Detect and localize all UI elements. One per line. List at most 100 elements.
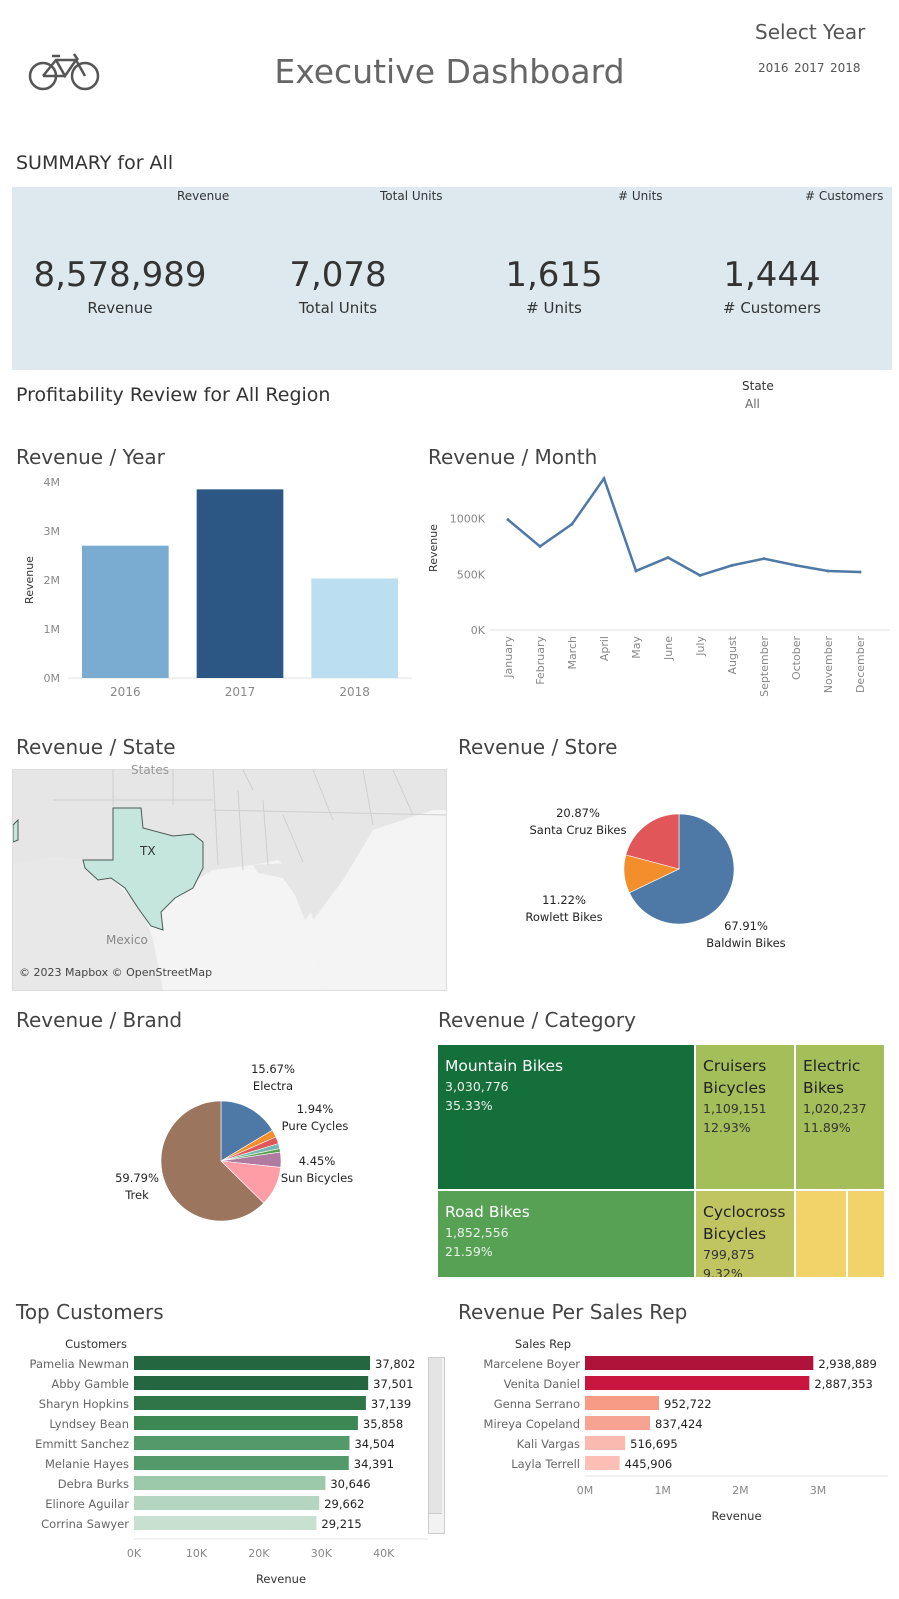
store-slice-0	[628, 813, 735, 925]
customer-label-0: Pamelia Newman	[30, 1357, 129, 1371]
summary-header-total-units: Total Units	[380, 189, 443, 203]
brand-label-sun-name: Sun Bicycles	[281, 1171, 353, 1185]
month-x-tick-7: August	[726, 635, 739, 674]
year-bar-2016	[82, 545, 169, 678]
brand-label-sun-pct: 4.45%	[299, 1154, 336, 1168]
customer-label-7: Elinore Aguilar	[45, 1497, 129, 1511]
customer-bar-0	[134, 1356, 371, 1370]
customers-scrollbar[interactable]	[428, 1357, 445, 1534]
salesrep-value-4: 516,695	[630, 1437, 678, 1451]
summary-header-revenue: Revenue	[177, 189, 230, 203]
customer-bar-4	[134, 1436, 350, 1450]
customer-value-4: 34,504	[354, 1437, 394, 1451]
month-x-tick-6: July	[694, 636, 707, 657]
salesrep-bar-3	[585, 1416, 651, 1430]
month-point-June	[666, 556, 670, 560]
customer-value-6: 30,646	[330, 1477, 370, 1491]
customer-x-tick-0: 0K	[127, 1547, 142, 1560]
customer-bar-6	[134, 1476, 326, 1490]
category-value-4: 799,875	[703, 1247, 755, 1262]
state-filter-label: State	[742, 379, 774, 393]
revenue-store-title: Revenue / Store	[458, 735, 618, 759]
salesrep-axis-header: Sales Rep	[515, 1337, 571, 1351]
customer-label-6: Debra Burks	[58, 1477, 129, 1491]
year-option-2016[interactable]: 2016	[758, 61, 789, 75]
state-map[interactable]	[12, 769, 447, 991]
category-value-2: 1,109,151	[703, 1101, 767, 1116]
customer-x-tick-1: 10K	[186, 1547, 208, 1560]
kpi-revenue-value: 8,578,989	[33, 255, 207, 295]
customer-value-3: 35,858	[363, 1417, 403, 1431]
month-point-August	[730, 563, 734, 567]
customer-x-tick-4: 40K	[373, 1547, 395, 1560]
salesrep-x-tick-3: 3M	[810, 1484, 827, 1497]
customer-bar-2	[134, 1396, 366, 1410]
year-y-tick-2: 2M	[44, 574, 61, 587]
month-x-tick-4: May	[630, 636, 643, 659]
salesrep-label-2: Genna Serrano	[494, 1397, 580, 1411]
category-cell-2: Cruisers Bicycles 1,109,151 12.93%	[696, 1045, 794, 1189]
category-pct-4: 9.32%	[703, 1266, 743, 1277]
year-bar-2018	[311, 578, 398, 678]
state-filter-value[interactable]: All	[745, 397, 760, 411]
brand-label-electra-pct: 15.67%	[251, 1062, 295, 1076]
brand-label-trek-name: Trek	[124, 1188, 149, 1202]
select-year-label: Select Year	[755, 20, 866, 44]
salesrep-bar-1	[585, 1376, 810, 1390]
salesrep-label-4: Kali Vargas	[517, 1437, 580, 1451]
year-y-tick-3: 3M	[44, 525, 61, 538]
month-x-tick-11: December	[854, 636, 867, 694]
salesrep-label-0: Marcelene Boyer	[483, 1357, 580, 1371]
kpi-units-value: 1,615	[505, 255, 603, 295]
category-cell-0: Mountain Bikes 3,030,776 35.33%	[438, 1045, 694, 1189]
salesrep-bar-4	[585, 1436, 626, 1450]
salesrep-bar-0	[585, 1356, 814, 1370]
kpi-revenue-label: Revenue	[87, 299, 153, 317]
summary-title: SUMMARY for All	[16, 152, 174, 174]
year-option-2017[interactable]: 2017	[794, 61, 825, 75]
category-value-0: 3,030,776	[445, 1079, 509, 1094]
customer-bar-3	[134, 1416, 358, 1430]
map-credit[interactable]: © 2023 Mapbox © OpenStreetMap	[19, 966, 213, 979]
month-y-tick-2: 1000K	[450, 513, 486, 526]
year-option-2018[interactable]: 2018	[830, 61, 861, 75]
salesrep-label-5: Layla Terrell	[511, 1457, 580, 1471]
month-x-tick-5: June	[662, 636, 675, 661]
category-pct-2: 12.93%	[703, 1120, 751, 1135]
brand-label-pure-name: Pure Cycles	[282, 1119, 349, 1133]
revenue-year-chart: 0M 1M 2M 3M 4M Revenue 2016 2017 2018	[23, 476, 412, 699]
category-name-3: Electric Bikes	[803, 1057, 861, 1097]
brand-label-trek-pct: 59.79%	[115, 1171, 159, 1185]
map-label-states: States	[131, 763, 170, 777]
category-value-3: 1,020,237	[803, 1101, 867, 1116]
salesrep-bar-2	[585, 1396, 660, 1410]
brand-slice-7	[160, 1100, 265, 1222]
profitability-title: Profitability Review for All Region	[16, 384, 331, 406]
customer-x-label: Revenue	[256, 1572, 306, 1586]
month-x-tick-3: April	[598, 636, 611, 661]
month-point-January	[506, 518, 510, 522]
month-x-tick-9: October	[790, 636, 803, 680]
revenue-store-chart: 20.87% Santa Cruz Bikes 11.22% Rowlett Bike…	[525, 806, 785, 950]
store-label-baldwin-pct: 67.91%	[724, 919, 768, 933]
customer-label-8: Corrina Sawyer	[41, 1517, 129, 1531]
category-pct-0: 35.33%	[445, 1098, 493, 1113]
month-point-April	[602, 476, 606, 480]
category-cell-1: Road Bikes 1,852,556 21.59%	[438, 1191, 694, 1277]
brand-label-pure-pct: 1.94%	[297, 1102, 334, 1116]
month-point-March	[570, 522, 574, 526]
year-y-label: Revenue	[23, 556, 36, 604]
salesrep-value-2: 952,722	[664, 1397, 712, 1411]
customer-value-0: 37,802	[375, 1357, 415, 1371]
salesrep-value-3: 837,424	[655, 1417, 703, 1431]
category-cell-3: Electric Bikes 1,020,237 11.89%	[796, 1045, 884, 1189]
revenue-month-chart: 0K 500K 1000K Revenue January February March Ap…	[427, 475, 890, 697]
customer-value-2: 37,139	[371, 1397, 411, 1411]
revenue-brand-chart: 15.67% Electra 1.94% Pure Cycles 4.45% Sun Bi…	[115, 1062, 353, 1222]
month-y-tick-1: 500K	[457, 568, 486, 581]
salesrep-bar-5	[585, 1456, 620, 1470]
brand-label-electra-name: Electra	[253, 1079, 293, 1093]
year-x-tick-1: 2017	[225, 685, 256, 699]
texas-region	[82, 807, 204, 931]
scrollbar-thumb[interactable]	[429, 1358, 442, 1514]
